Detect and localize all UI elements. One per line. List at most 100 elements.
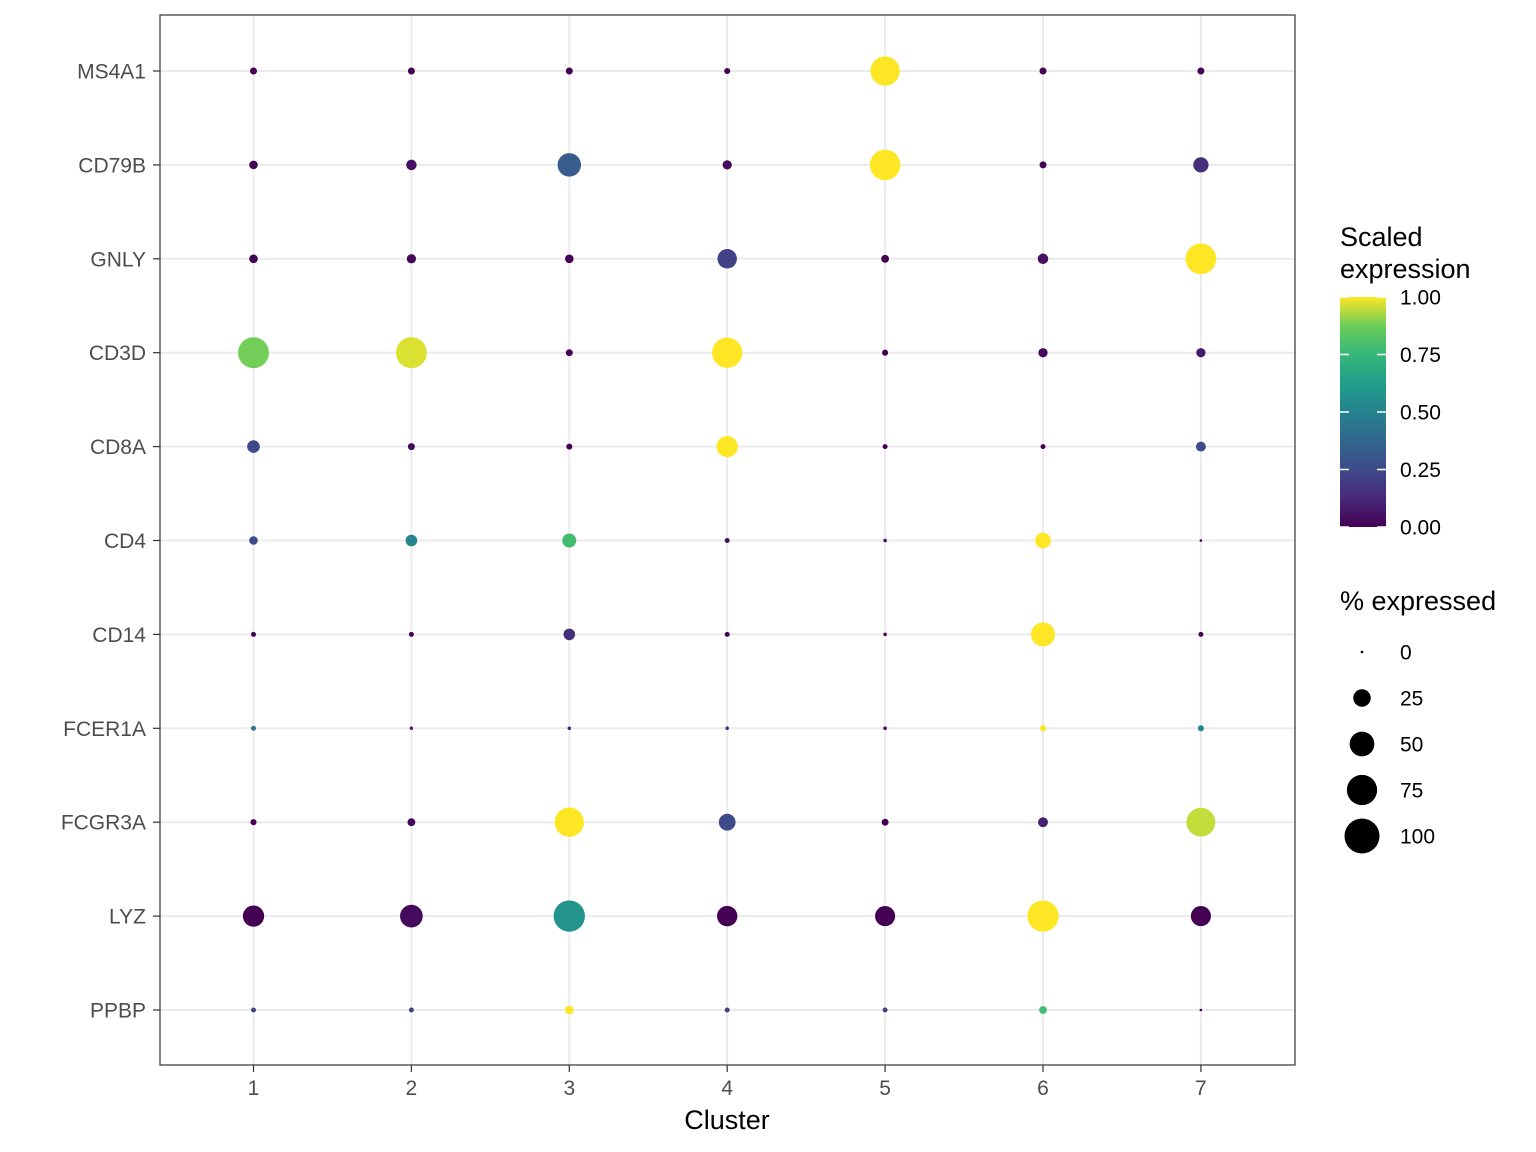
- size-legend: % expressed 0 25 50 75 100: [1340, 586, 1496, 854]
- color-legend-ticks: 1.00 0.75 0.50 0.25 0.00: [1340, 287, 1441, 540]
- point-cd79b-cluster-3: [557, 153, 582, 177]
- point-cd79b-cluster-7: [1193, 157, 1209, 173]
- color-legend-title-line-2: expression: [1340, 254, 1471, 284]
- point-cd8a-cluster-3: [566, 443, 573, 450]
- size-legend-label-0: 0: [1400, 642, 1412, 665]
- x-tick-label-6: 6: [1037, 1077, 1049, 1100]
- point-cd4-cluster-4: [724, 538, 730, 543]
- size-legend-label-100: 100: [1400, 826, 1435, 849]
- point-fcer1a-cluster-7: [1197, 725, 1204, 732]
- point-gnly-cluster-2: [406, 254, 417, 264]
- color-legend-title-line-1: Scaled: [1340, 222, 1423, 252]
- point-ppbp-cluster-3: [565, 1005, 574, 1015]
- size-legend-dot-100: [1344, 818, 1380, 854]
- point-fcgr3a-cluster-4: [718, 813, 736, 831]
- point-cd79b-cluster-6: [1039, 161, 1047, 169]
- point-cd3d-cluster-3: [565, 349, 573, 357]
- size-legend-label-50: 50: [1400, 734, 1423, 757]
- point-lyz-cluster-2: [400, 904, 423, 928]
- x-tick-label-7: 7: [1195, 1077, 1207, 1100]
- point-cd3d-cluster-5: [882, 349, 889, 356]
- point-ms4a1-cluster-6: [1039, 67, 1047, 75]
- point-fcer1a-cluster-4: [725, 726, 729, 731]
- y-tick-label-fcer1a: FCER1A: [63, 718, 146, 741]
- point-cd4-cluster-3: [562, 533, 577, 548]
- y-tick-label-cd14: CD14: [92, 624, 146, 647]
- point-cd3d-cluster-1: [238, 337, 269, 369]
- point-fcgr3a-cluster-6: [1038, 817, 1048, 828]
- point-cd3d-cluster-7: [1196, 348, 1206, 358]
- point-cd4-cluster-1: [249, 536, 258, 545]
- point-fcgr3a-cluster-7: [1186, 807, 1216, 837]
- y-tick-label-gnly: GNLY: [90, 248, 146, 271]
- point-fcgr3a-cluster-5: [881, 818, 889, 826]
- color-legend-label: 0.00: [1400, 517, 1441, 540]
- point-lyz-cluster-6: [1027, 900, 1059, 932]
- point-cd3d-cluster-2: [395, 337, 427, 369]
- point-lyz-cluster-7: [1190, 906, 1211, 927]
- point-gnly-cluster-3: [565, 254, 574, 264]
- point-ms4a1-cluster-2: [407, 67, 415, 75]
- point-cd79b-cluster-5: [869, 149, 901, 181]
- size-legend-dot-25: [1353, 689, 1371, 707]
- point-cd8a-cluster-6: [1040, 444, 1046, 450]
- point-cd14-cluster-1: [251, 631, 256, 637]
- point-ms4a1-cluster-7: [1197, 67, 1205, 75]
- point-cd4-cluster-7: [1199, 539, 1203, 542]
- point-cd14-cluster-5: [883, 632, 887, 637]
- y-tick-label-ms4a1: MS4A1: [77, 61, 146, 84]
- point-lyz-cluster-1: [242, 905, 265, 927]
- point-ms4a1-cluster-4: [724, 67, 731, 75]
- point-gnly-cluster-7: [1185, 243, 1217, 275]
- x-axis-title: Cluster: [684, 1105, 770, 1135]
- y-tick-label-cd8a: CD8A: [90, 436, 146, 459]
- axes: 1 2 3 4 5 6 7 MS4A1 CD79B GNLY CD3D CD8A CD4 CD14 FCER…: [61, 61, 1207, 1101]
- point-ms4a1-cluster-1: [250, 67, 257, 75]
- point-cd3d-cluster-4: [712, 337, 743, 368]
- point-cd8a-cluster-1: [247, 440, 260, 453]
- color-legend: Scaled expression 1.00 0.75 0.50 0.25 0.00: [1340, 222, 1471, 540]
- point-cd14-cluster-2: [408, 631, 414, 637]
- point-gnly-cluster-4: [717, 249, 737, 269]
- point-ppbp-cluster-2: [408, 1007, 414, 1013]
- point-fcer1a-cluster-3: [567, 726, 572, 731]
- y-tick-label-ppbp: PPBP: [90, 1000, 146, 1023]
- color-legend-label: 1.00: [1400, 287, 1441, 310]
- point-cd79b-cluster-2: [406, 159, 417, 171]
- point-cd8a-cluster-7: [1195, 441, 1206, 452]
- point-lyz-cluster-4: [716, 905, 738, 927]
- point-gnly-cluster-1: [249, 254, 258, 264]
- x-tick-label-4: 4: [721, 1077, 733, 1100]
- x-tick-label-1: 1: [248, 1077, 260, 1100]
- point-cd8a-cluster-5: [882, 444, 888, 450]
- point-lyz-cluster-5: [875, 906, 896, 927]
- y-tick-label-cd4: CD4: [104, 530, 146, 553]
- point-cd4-cluster-5: [883, 538, 887, 543]
- point-cd4-cluster-2: [405, 534, 418, 547]
- point-cd14-cluster-3: [563, 628, 576, 641]
- point-ppbp-cluster-7: [1199, 1008, 1203, 1012]
- point-ms4a1-cluster-5: [870, 56, 900, 86]
- point-lyz-cluster-3: [553, 900, 585, 932]
- size-legend-dot-0: [1360, 650, 1364, 654]
- size-legend-label-75: 75: [1400, 780, 1423, 803]
- point-gnly-cluster-6: [1037, 253, 1049, 265]
- data-points: [238, 56, 1217, 1015]
- point-gnly-cluster-5: [881, 254, 890, 263]
- x-tick-label-5: 5: [879, 1077, 891, 1100]
- size-legend-title: % expressed: [1340, 586, 1496, 616]
- point-fcer1a-cluster-1: [251, 725, 256, 731]
- point-cd79b-cluster-1: [249, 160, 258, 170]
- x-tick-label-2: 2: [406, 1077, 418, 1100]
- point-cd14-cluster-6: [1031, 622, 1055, 647]
- color-legend-label: 0.25: [1400, 459, 1441, 482]
- point-fcer1a-cluster-6: [1039, 725, 1047, 732]
- y-tick-label-lyz: LYZ: [109, 906, 146, 929]
- point-ppbp-cluster-1: [251, 1007, 256, 1013]
- point-fcgr3a-cluster-1: [250, 819, 257, 826]
- point-cd14-cluster-7: [1198, 631, 1204, 637]
- y-tick-label-cd79b: CD79B: [78, 154, 146, 177]
- color-legend-label: 0.75: [1400, 344, 1441, 367]
- point-fcgr3a-cluster-2: [407, 818, 416, 827]
